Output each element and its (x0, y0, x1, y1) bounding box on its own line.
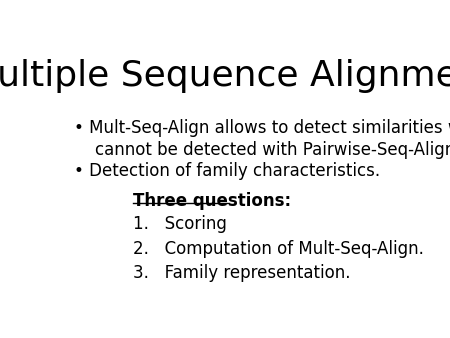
Text: cannot be detected with Pairwise-Seq-Align methods.: cannot be detected with Pairwise-Seq-Ali… (74, 141, 450, 159)
Text: 1.   Scoring: 1. Scoring (133, 215, 227, 233)
Text: Three questions:: Three questions: (133, 192, 291, 210)
Text: • Mult-Seq-Align allows to detect similarities which: • Mult-Seq-Align allows to detect simila… (74, 119, 450, 137)
Text: • Detection of family characteristics.: • Detection of family characteristics. (74, 162, 380, 179)
Text: 3.   Family representation.: 3. Family representation. (133, 264, 351, 282)
Text: Multiple Sequence Alignment: Multiple Sequence Alignment (0, 59, 450, 93)
Text: 2.   Computation of Mult-Seq-Align.: 2. Computation of Mult-Seq-Align. (133, 240, 424, 258)
